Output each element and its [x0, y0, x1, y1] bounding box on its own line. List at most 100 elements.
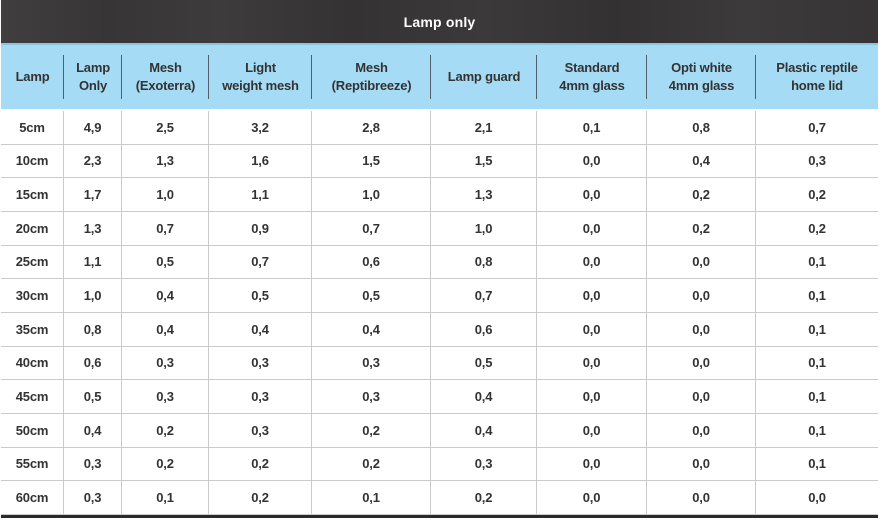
row-label-cell: 35cm [1, 312, 64, 346]
table-row: 15cm 1,7 1,0 1,1 1,0 1,3 0,0 0,2 0,2 [1, 178, 878, 212]
value-cell: 0,0 [647, 312, 756, 346]
value-cell: 0,3 [209, 413, 312, 447]
value-cell: 1,0 [64, 279, 122, 312]
value-cell: 0,0 [537, 346, 647, 380]
table-title-bar: Lamp only [1, 0, 878, 43]
value-cell: 0,5 [312, 279, 431, 312]
value-cell: 0,0 [537, 380, 647, 413]
value-cell: 0,0 [647, 380, 756, 413]
row-label-cell: 40cm [1, 346, 64, 380]
table-row: 30cm 1,0 0,4 0,5 0,5 0,7 0,0 0,0 0,1 [1, 279, 878, 313]
value-cell: 0,5 [64, 380, 122, 413]
value-cell: 0,5 [209, 279, 312, 312]
column-header: Mesh (Exoterra) [122, 45, 209, 109]
table-body: 5cm 4,9 2,5 3,2 2,8 2,1 0,1 0,8 0,7 10cm 2,3 1,3 1,6… [1, 111, 878, 515]
column-header: Plastic reptile home lid [776, 59, 858, 93]
value-cell: 0,3 [122, 346, 209, 380]
table-row: 50cm 0,4 0,2 0,3 0,2 0,4 0,0 0,0 0,1 [1, 413, 878, 448]
value-cell: 0,4 [431, 413, 537, 447]
value-cell: 0,4 [122, 279, 209, 312]
value-cell: 2,8 [312, 111, 431, 144]
value-cell: 0,3 [312, 346, 431, 380]
value-cell: 0,2 [312, 447, 431, 481]
value-cell: 0,0 [537, 279, 647, 312]
value-cell: 0,0 [537, 413, 647, 447]
value-cell: 1,3 [64, 211, 122, 245]
value-cell: 0,2 [647, 211, 756, 245]
lamp-heat-table: Lamp only Lamp Lamp Only Mesh (Exoterra) Li… [1, 0, 878, 518]
value-cell: 0,5 [431, 346, 537, 380]
value-cell: 0,0 [537, 447, 647, 481]
value-cell: 0,0 [647, 346, 756, 380]
value-cell: 1,1 [64, 245, 122, 279]
value-cell: 0,7 [808, 119, 826, 135]
value-cell: 0,3 [312, 380, 431, 413]
value-cell: 0,3 [209, 380, 312, 413]
value-cell: 0,2 [808, 220, 826, 236]
value-cell: 0,3 [122, 380, 209, 413]
value-cell: 1,6 [209, 144, 312, 178]
row-label-cell: 60cm [1, 481, 64, 514]
table-title: Lamp only [403, 13, 476, 30]
value-cell: 0,8 [647, 111, 756, 144]
value-cell: 3,2 [209, 111, 312, 144]
value-cell: 0,7 [312, 211, 431, 245]
value-cell: 0,2 [122, 447, 209, 481]
row-label-cell: 20cm [1, 211, 64, 245]
column-header: Light weight mesh [209, 45, 312, 109]
value-cell: 0,1 [808, 321, 826, 337]
value-cell: 0,2 [312, 413, 431, 447]
value-cell: 0,2 [209, 447, 312, 481]
value-cell: 2,5 [122, 111, 209, 144]
value-cell: 0,7 [431, 279, 537, 312]
value-cell: 0,1 [122, 481, 209, 514]
value-cell: 0,2 [647, 178, 756, 211]
value-cell: 2,1 [431, 111, 537, 144]
column-header: Standard 4mm glass [537, 45, 647, 109]
table-row: 45cm 0,5 0,3 0,3 0,3 0,4 0,0 0,0 0,1 [1, 380, 878, 414]
value-cell: 1,0 [431, 211, 537, 245]
value-cell: 4,9 [64, 111, 122, 144]
value-cell: 0,6 [312, 245, 431, 279]
table-row: 5cm 4,9 2,5 3,2 2,8 2,1 0,1 0,8 0,7 [1, 111, 878, 145]
row-label-cell: 25cm [1, 245, 64, 279]
value-cell: 0,1 [312, 481, 431, 514]
row-label-cell: 10cm [1, 144, 64, 178]
value-cell: 0,3 [808, 153, 826, 169]
value-cell: 1,3 [122, 144, 209, 178]
value-cell: 2,3 [64, 144, 122, 178]
value-cell: 0,1 [808, 254, 826, 270]
value-cell: 0,2 [431, 481, 537, 514]
value-cell: 1,5 [431, 144, 537, 178]
value-cell: 0,3 [64, 481, 122, 514]
value-cell: 0,3 [64, 447, 122, 481]
value-cell: 0,0 [808, 490, 826, 506]
value-cell: 0,0 [647, 481, 756, 514]
value-cell: 0,1 [808, 456, 826, 472]
value-cell: 0,2 [808, 187, 826, 203]
value-cell: 1,1 [209, 178, 312, 211]
row-label-cell: 55cm [1, 447, 64, 481]
table-row: 40cm 0,6 0,3 0,3 0,3 0,5 0,0 0,0 0,1 [1, 346, 878, 381]
value-cell: 1,7 [64, 178, 122, 211]
table-row: 55cm 0,3 0,2 0,2 0,2 0,3 0,0 0,0 0,1 [1, 447, 878, 482]
value-cell: 0,0 [537, 481, 647, 514]
value-cell: 0,1 [808, 288, 826, 304]
table-bottom-border [1, 514, 878, 518]
table-row: 20cm 1,3 0,7 0,9 0,7 1,0 0,0 0,2 0,2 [1, 211, 878, 246]
value-cell: 0,4 [647, 144, 756, 178]
value-cell: 1,5 [312, 144, 431, 178]
value-cell: 0,4 [122, 312, 209, 346]
value-cell: 1,0 [312, 178, 431, 211]
column-header: Opti white 4mm glass [647, 45, 756, 109]
value-cell: 0,9 [209, 211, 312, 245]
table-row: 25cm 1,1 0,5 0,7 0,6 0,8 0,0 0,0 0,1 [1, 245, 878, 280]
value-cell: 0,4 [312, 312, 431, 346]
column-header: Mesh (Reptibreeze) [312, 45, 431, 109]
value-cell: 0,0 [537, 211, 647, 245]
table-row: 60cm 0,3 0,1 0,2 0,1 0,2 0,0 0,0 0,0 [1, 481, 878, 515]
value-cell: 0,0 [647, 447, 756, 481]
column-header: Lamp Only [64, 45, 122, 109]
value-cell: 0,1 [537, 111, 647, 144]
